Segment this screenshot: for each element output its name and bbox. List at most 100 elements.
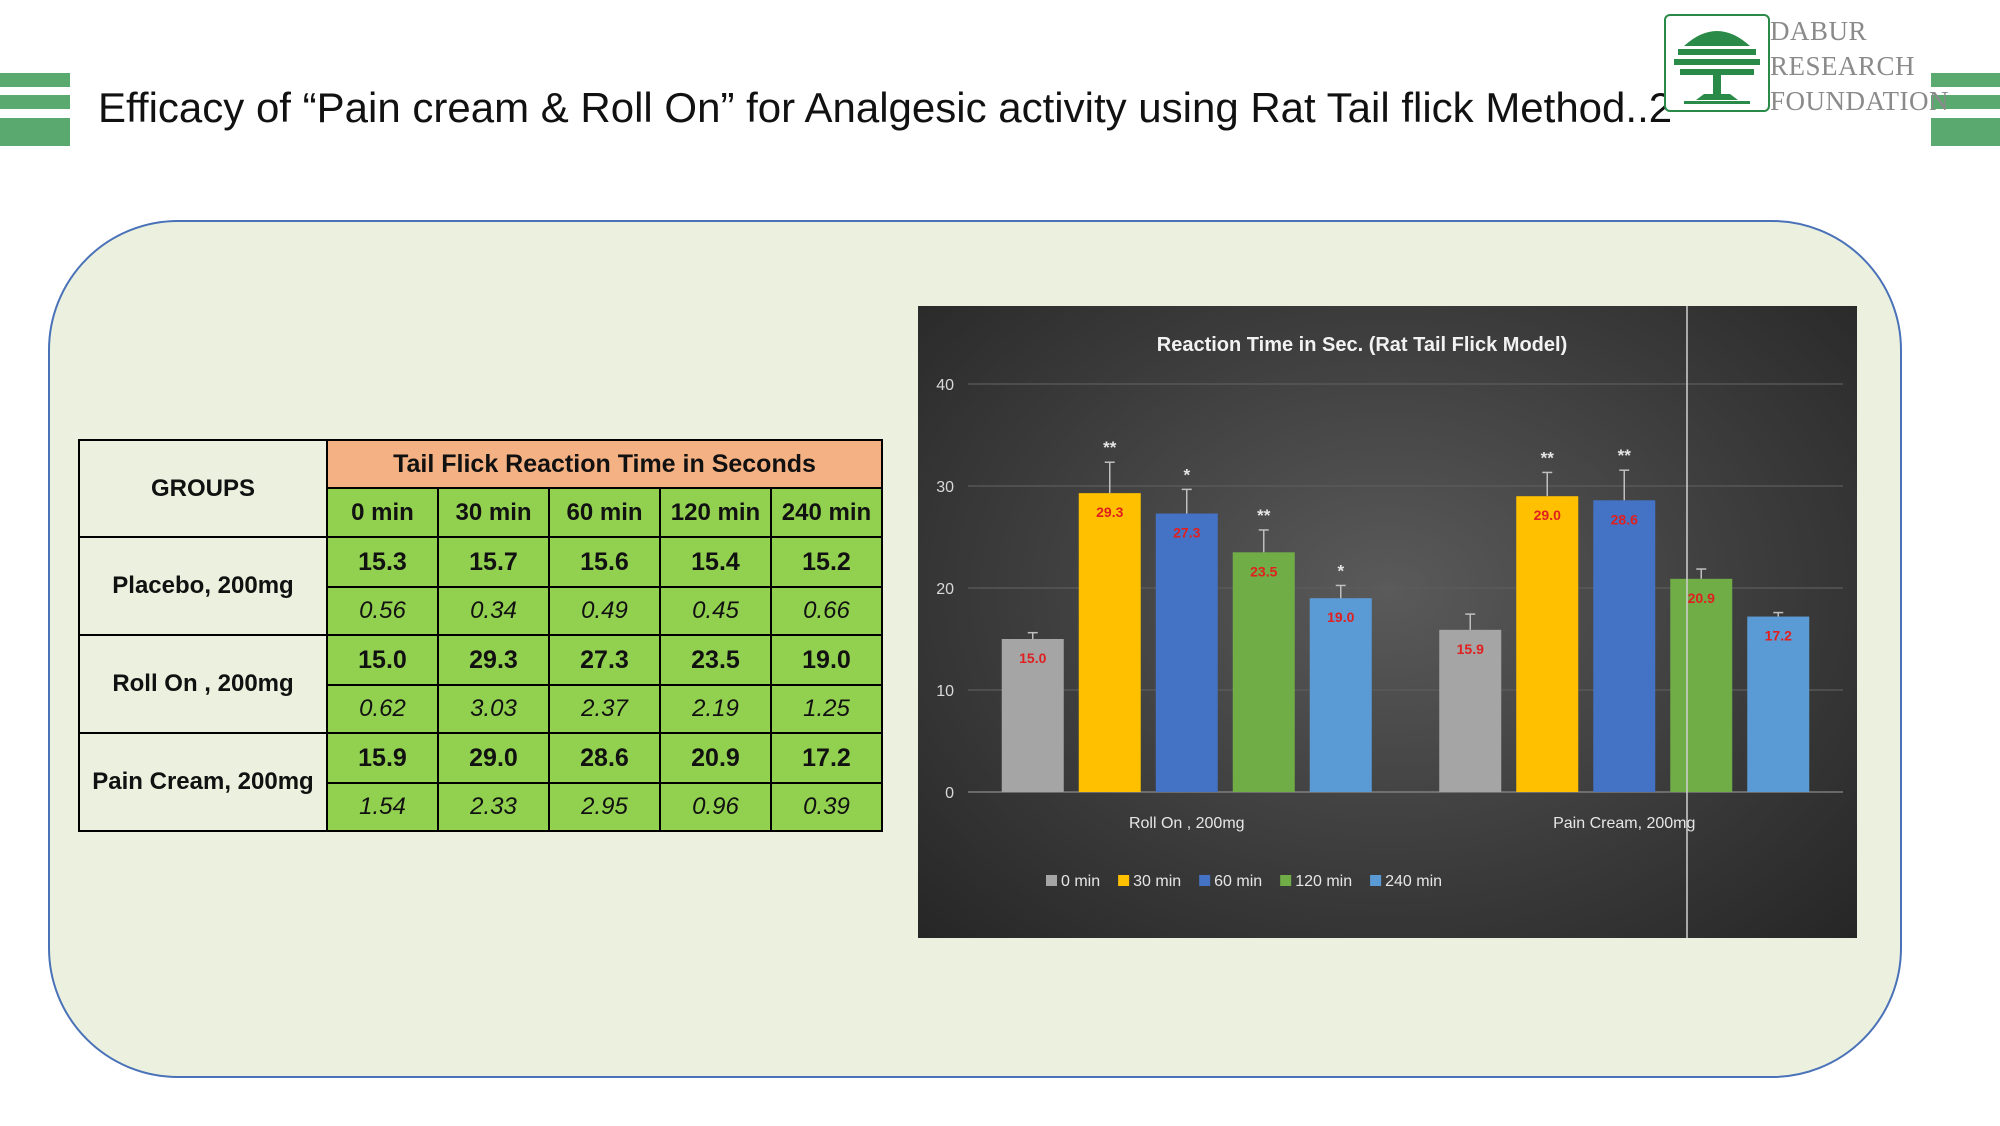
significance-label: ** [1257,506,1271,525]
left-stripe-middle [0,95,70,109]
bar [1155,513,1218,792]
y-tick-label: 20 [936,581,954,598]
data-label: 19.0 [1327,609,1354,625]
bar [1309,598,1372,792]
legend-label: 0 min [1061,873,1100,890]
group-label-pain-cream: Pain Cream, 200mg [78,732,328,832]
bar [1516,496,1579,792]
table-cell-mean: 17.2 [770,732,883,784]
y-tick-label: 40 [936,377,954,394]
table-cell-sd: 0.34 [437,586,550,636]
y-tick-label: 0 [945,785,954,802]
legend-label: 240 min [1385,873,1442,890]
table-cell-sd: 0.62 [326,684,439,734]
bar [1593,500,1656,792]
table-cell-mean: 15.6 [548,536,661,588]
logo-line-1: DABUR [1770,16,1868,46]
right-stripe-bottom [1931,118,2000,146]
significance-label: ** [1541,448,1555,467]
table-cell-mean: 15.4 [659,536,772,588]
slide-title: Efficacy of “Pain cream & Roll On” for A… [98,84,1673,131]
data-label: 23.5 [1250,563,1277,579]
table-cell-sd: 0.39 [770,782,883,832]
groups-header: GROUPS [78,439,328,538]
bar [1001,639,1064,792]
table-cell-sd: 0.66 [770,586,883,636]
significance-label: ** [1103,438,1117,457]
significance-label: * [1183,465,1190,484]
table-cell-mean: 15.0 [326,634,439,686]
data-label: 27.3 [1173,525,1200,541]
data-label: 29.3 [1096,504,1123,520]
data-label: 15.0 [1019,650,1046,666]
chart-title: Reaction Time in Sec. (Rat Tail Flick Mo… [1157,334,1567,356]
table-cell-mean: 29.0 [437,732,550,784]
table-cell-mean: 20.9 [659,732,772,784]
table-cell-sd: 2.37 [548,684,661,734]
data-label: 15.9 [1457,641,1484,657]
bar [1439,629,1502,792]
table-cell-mean: 23.5 [659,634,772,686]
group-label-placebo: Placebo, 200mg [78,536,328,636]
table-cell-sd: 2.95 [548,782,661,832]
x-category-label: Roll On , 200mg [1129,815,1245,832]
table-cell-mean: 29.3 [437,634,550,686]
bar [1670,578,1733,792]
legend-swatch [1199,875,1211,886]
right-stripe-top [1931,73,2000,87]
table-cell-sd: 3.03 [437,684,550,734]
table-cell-sd: 1.25 [770,684,883,734]
left-stripe-bottom [0,118,70,146]
left-stripe-top [0,73,70,87]
table-main-header: Tail Flick Reaction Time in Seconds [326,439,883,489]
table-cell-mean: 27.3 [548,634,661,686]
bar-chart-svg: Reaction Time in Sec. (Rat Tail Flick Mo… [936,306,1843,938]
legend-swatch [1370,875,1382,886]
legend-label: 120 min [1295,873,1352,890]
data-label: 28.6 [1611,511,1638,527]
legend-swatch [1118,875,1130,886]
data-label: 20.9 [1688,590,1715,606]
data-label: 29.0 [1534,507,1561,523]
time-header-60: 60 min [548,487,661,538]
reaction-time-table: GROUPS Tail Flick Reaction Time in Secon… [78,439,883,832]
logo-line-2: RESEARCH [1770,51,1916,81]
legend-label: 60 min [1214,873,1262,890]
table-cell-sd: 0.96 [659,782,772,832]
logo-text: DABUR RESEARCH FOUNDATION [1770,14,1949,119]
table-cell-mean: 28.6 [548,732,661,784]
bar [1747,616,1810,792]
table-cell-sd: 1.54 [326,782,439,832]
legend-swatch [1046,875,1057,886]
logo-line-3: FOUNDATION [1770,86,1949,116]
x-category-label: Pain Cream, 200mg [1553,815,1695,832]
bar-chart: Reaction Time in Sec. (Rat Tail Flick Mo… [918,306,1857,938]
table-cell-sd: 0.45 [659,586,772,636]
time-header-30: 30 min [437,487,550,538]
table-cell-mean: 19.0 [770,634,883,686]
table-cell-sd: 2.19 [659,684,772,734]
table-cell-sd: 2.33 [437,782,550,832]
bar [1078,493,1141,792]
legend-label: 30 min [1133,873,1181,890]
table-cell-sd: 0.49 [548,586,661,636]
table-cell-mean: 15.2 [770,536,883,588]
data-label: 17.2 [1765,628,1792,644]
dabur-logo: DABUR RESEARCH FOUNDATION [1664,14,1949,116]
right-stripe-middle [1931,95,2000,109]
time-header-0: 0 min [326,487,439,538]
legend-swatch [1280,875,1292,886]
tree-icon [1664,14,1770,112]
table-cell-sd: 0.56 [326,586,439,636]
time-header-240: 240 min [770,487,883,538]
significance-label: * [1337,561,1344,580]
time-header-120: 120 min [659,487,772,538]
table-cell-mean: 15.3 [326,536,439,588]
group-label-roll-on: Roll On , 200mg [78,634,328,734]
significance-label: ** [1618,446,1632,465]
table-cell-mean: 15.7 [437,536,550,588]
table-cell-mean: 15.9 [326,732,439,784]
y-tick-label: 10 [936,683,954,700]
y-tick-label: 30 [936,479,954,496]
bar [1232,552,1295,792]
